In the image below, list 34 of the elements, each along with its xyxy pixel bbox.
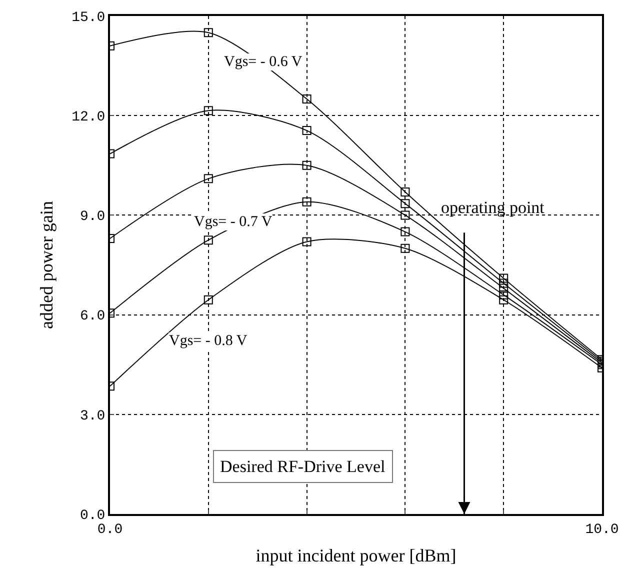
annotation: Vgs= - 0.7 V [194, 214, 272, 230]
x-axis-title: input incident power [dBm] [256, 545, 456, 566]
point [400, 244, 410, 253]
point [204, 28, 213, 38]
point [400, 227, 410, 236]
x-tick-label: 10.0 [585, 522, 619, 538]
y-tick-label: 6.0 [80, 308, 106, 325]
point [400, 187, 410, 196]
point [499, 284, 508, 293]
annotation: Vgs= - 0.6 V [224, 54, 302, 70]
annotation: Vgs= - 0.8 V [169, 333, 248, 349]
point [499, 295, 508, 304]
y-tick-label: 12.0 [72, 110, 106, 126]
point [302, 94, 312, 104]
annotation: Desired RF-Drive Level [220, 457, 386, 476]
point [302, 160, 312, 170]
point [204, 295, 213, 304]
point [204, 106, 213, 116]
point [204, 174, 213, 184]
ref-line-label: operating point [441, 198, 545, 217]
y-tick-label: 9.0 [80, 209, 106, 226]
point [204, 236, 213, 245]
point [499, 278, 508, 288]
y-tick-label: 0.0 [80, 508, 106, 524]
point [302, 197, 312, 206]
y-axis-title: added power gain [36, 201, 56, 329]
point [499, 290, 508, 300]
point [302, 237, 312, 246]
point [400, 199, 410, 208]
y-tick-label: 15.0 [72, 10, 106, 26]
y-tick-label: 3.0 [80, 408, 106, 424]
point [302, 126, 312, 136]
point [499, 274, 508, 283]
point [400, 210, 410, 220]
